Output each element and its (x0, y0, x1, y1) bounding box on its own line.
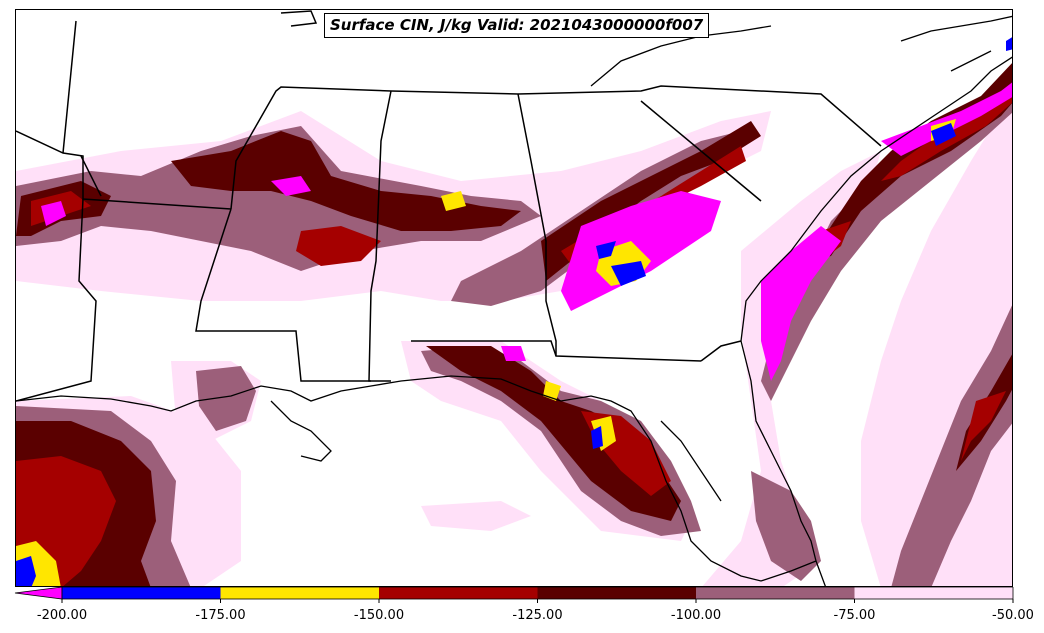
cin-map (16, 10, 1012, 586)
colorbar-tick-label: -125.00 (512, 608, 563, 623)
colorbar-segment-0 (62, 587, 221, 599)
colorbar-segment-4 (696, 587, 855, 599)
map-panel (15, 9, 1013, 587)
colorbar-extend-below (14, 587, 63, 600)
cin-fill-blue (16, 37, 1012, 586)
colorbar-tick-label: -100.00 (670, 608, 722, 623)
colorbar-segment-2 (379, 587, 538, 599)
colorbar-tick-label: -75.00 (833, 608, 876, 623)
state-boundaries (16, 10, 882, 402)
colorbar (14, 587, 1014, 603)
colorbar-tick-label: -150.00 (353, 608, 405, 623)
colorbar-tick-label: -175.00 (195, 608, 246, 623)
colorbar-segment-3 (537, 587, 696, 599)
colorbar-segment-5 (854, 587, 1013, 599)
colorbar-tick-label: -50.00 (992, 608, 1034, 623)
map-title: Surface CIN, J/kg Valid: 2021043000000f0… (324, 13, 710, 38)
colorbar-segment-1 (220, 587, 379, 599)
coastlines (16, 15, 1012, 586)
colorbar-tick-label: -200.00 (36, 608, 88, 623)
